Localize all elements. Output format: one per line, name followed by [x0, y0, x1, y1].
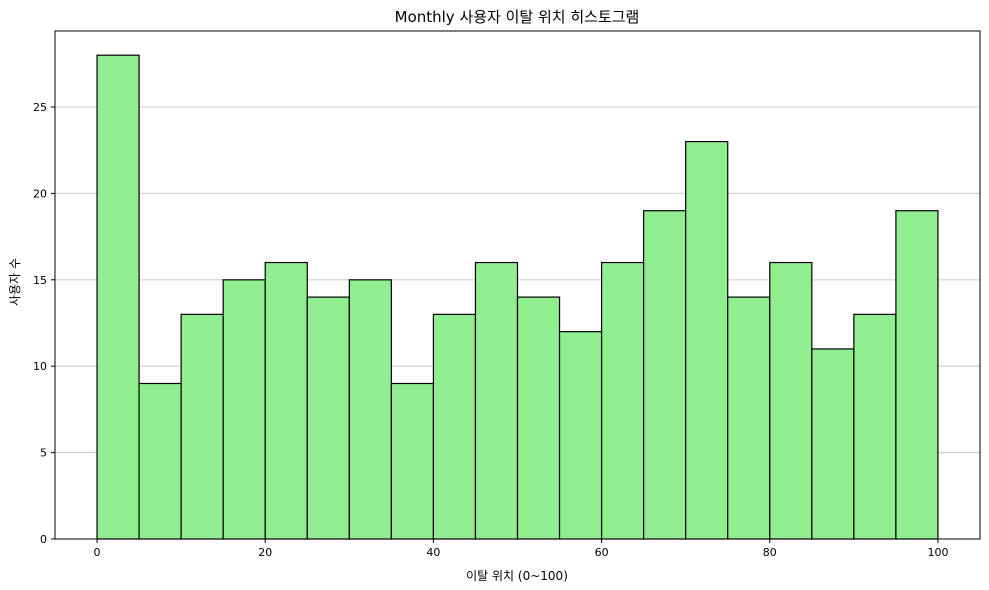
x-tick-label: 0: [94, 546, 101, 559]
y-tick-label: 15: [33, 274, 47, 287]
histogram-bar: [685, 140, 729, 540]
histogram-bar: [895, 210, 939, 540]
y-axis-ticks: 0 5 10 15 20 25: [33, 101, 55, 546]
histogram-bar: [96, 54, 140, 540]
histogram-bar: [474, 261, 519, 540]
histogram-bar: [180, 313, 224, 540]
histogram-bar: [811, 348, 855, 540]
x-tick-label: 100: [927, 546, 948, 559]
histogram-bar: [769, 261, 813, 540]
y-tick-label: 25: [33, 101, 47, 114]
chart-title: Monthly 사용자 이탈 위치 히스토그램: [395, 8, 640, 26]
plot-area-frame: [54, 30, 981, 540]
histogram-bar: [390, 382, 435, 540]
y-tick-label: 20: [33, 187, 47, 200]
y-axis-label: 사용자 수: [8, 258, 22, 306]
histogram-bar: [643, 210, 687, 540]
x-axis-label: 이탈 위치 (0~100): [466, 569, 568, 583]
histogram-bar: [222, 279, 266, 540]
histogram-bar: [516, 296, 561, 540]
histogram-bar: [138, 382, 182, 540]
y-tick-label: 5: [40, 447, 47, 460]
histogram-bar: [853, 313, 897, 540]
x-tick-label: 80: [763, 546, 777, 559]
y-tick-label: 0: [40, 533, 47, 546]
histogram-bar: [306, 296, 350, 540]
histogram-bar: [600, 261, 645, 540]
y-tick-label: 10: [33, 360, 47, 373]
histogram-bar: [558, 331, 603, 540]
x-tick-label: 60: [595, 546, 609, 559]
x-tick-label: 40: [426, 546, 440, 559]
histogram-bar: [727, 296, 771, 540]
histogram-bar: [264, 261, 308, 540]
x-axis-ticks: 0 20 40 60 80 100: [94, 539, 948, 559]
histogram-bar: [348, 279, 392, 540]
histogram-bars: [96, 54, 939, 540]
histogram-bar: [432, 313, 477, 540]
x-tick-label: 20: [258, 546, 272, 559]
